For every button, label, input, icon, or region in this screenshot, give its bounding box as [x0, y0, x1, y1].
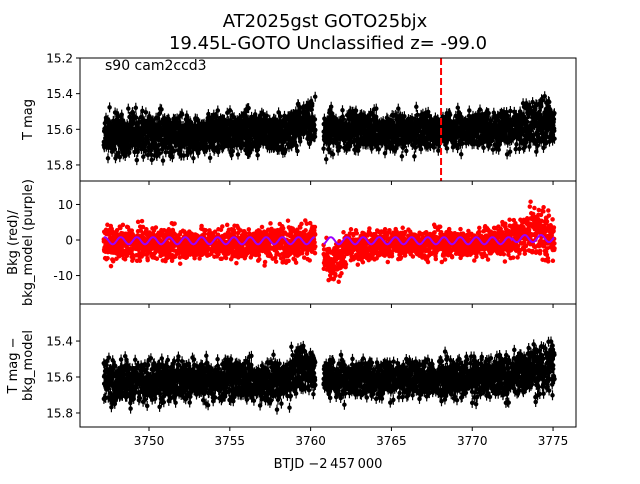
- panel-tmag-model: 15.4 15.6 15.8 T mag − bkg_model 3750 3755 3760…: [6, 303, 577, 448]
- y-tick-label: 15.8: [46, 158, 73, 172]
- x-tick-label: 3770: [457, 434, 488, 448]
- bkg-model-line: [323, 233, 555, 246]
- chart-title-line1: AT2025gst GOTO25bjx: [223, 11, 428, 32]
- y-axis-label: T mag: [21, 99, 36, 141]
- y-tick-label: 15.4: [46, 87, 73, 101]
- chart-title-line2: 19.45L-GOTO Unclassified z= -99.0: [169, 33, 487, 54]
- y-tick-label: 15.6: [46, 123, 73, 137]
- y-axis-label: Bkg (red)/: [6, 210, 21, 275]
- y-tick-label: 0: [65, 234, 73, 248]
- y-tick-label: 15.4: [46, 335, 73, 349]
- x-tick-label: 3760: [295, 434, 326, 448]
- x-axis-label: BTJD −2 457 000: [274, 457, 383, 472]
- panel-frame: [79, 303, 577, 428]
- y-tick-label: 10: [58, 198, 73, 212]
- panel-annotation: s90 cam2ccd3: [105, 58, 207, 74]
- y-tick-label: -10: [53, 269, 73, 283]
- x-tick-label: 3775: [538, 434, 569, 448]
- y-axis-label: T mag −: [6, 338, 21, 395]
- y-tick-label: 15.6: [46, 371, 73, 385]
- y-axis-label: bkg_model (purple): [21, 179, 36, 306]
- x-tick-label: 3755: [215, 434, 246, 448]
- y-tick-label: 15.2: [46, 52, 73, 66]
- bkg-model-line: [103, 236, 315, 246]
- x-tick-label: 3765: [376, 434, 407, 448]
- panel-tmag: 15.2 15.4 15.6 15.8 T mag s90 cam2ccd3: [21, 52, 577, 185]
- data-points-tmag: [101, 91, 557, 166]
- data-points-tmag-model: [101, 336, 557, 415]
- panel-bkg: 10 0 -10 Bkg (red)/bkg_model (purple): [6, 179, 577, 308]
- x-tick-label: 3750: [134, 434, 165, 448]
- y-tick-label: 15.8: [46, 406, 73, 420]
- data-points-bkg: [101, 199, 557, 285]
- data-markers: [101, 93, 557, 163]
- data-markers: [101, 339, 557, 412]
- y-axis-label: bkg_model: [21, 330, 36, 401]
